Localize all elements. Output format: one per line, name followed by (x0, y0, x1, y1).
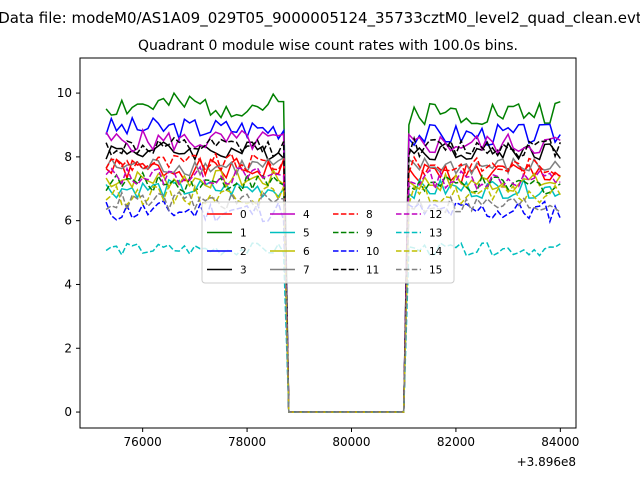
legend-label-2: 2 (240, 246, 247, 258)
y-tick-label: 4 (64, 277, 72, 291)
x-tick-label: 78000 (228, 435, 266, 449)
legend-label-9: 9 (366, 228, 373, 240)
figure-suptitle: Data file: modeM0/AS1A09_029T05_90000051… (0, 9, 640, 28)
series-line-15 (105, 190, 561, 413)
y-tick-label: 8 (64, 150, 72, 164)
x-tick-label: 82000 (437, 435, 475, 449)
legend-label-3: 3 (240, 265, 247, 277)
legend-label-5: 5 (303, 228, 310, 240)
series-layer (105, 91, 562, 413)
y-axis: 0 2 4 6 8 10 (57, 86, 80, 419)
legend-label-14: 14 (429, 246, 443, 258)
legend-label-1: 1 (240, 228, 247, 240)
y-tick-label: 0 (64, 405, 72, 419)
x-tick-label: 80000 (332, 435, 370, 449)
plot-frame (79, 57, 577, 429)
x-tick-label: 84000 (541, 435, 579, 449)
x-axis: 76000 78000 80000 82000 84000 (124, 428, 579, 449)
y-tick-label: 10 (57, 86, 72, 100)
legend-label-10: 10 (366, 246, 379, 258)
x-offset-label: +3.896e8 (517, 455, 576, 469)
y-tick-label: 2 (64, 341, 72, 355)
series-line-8 (105, 151, 561, 413)
legend-label-11: 11 (366, 265, 379, 277)
chart-title: Quadrant 0 module wise count rates with … (138, 38, 518, 54)
legend-label-13: 13 (429, 228, 442, 240)
legend-label-15: 15 (429, 265, 442, 277)
legend-label-8: 8 (366, 209, 373, 221)
legend-label-12: 12 (429, 209, 442, 221)
legend-label-0: 0 (240, 209, 247, 221)
x-tick-label: 76000 (124, 435, 162, 449)
series-line-14 (105, 183, 561, 413)
legend-label-7: 7 (303, 265, 310, 277)
y-tick-label: 6 (64, 214, 72, 228)
legend-frame (201, 201, 455, 284)
series-line-10 (105, 200, 561, 413)
legend-label-4: 4 (303, 209, 310, 221)
series-line-9 (105, 171, 561, 413)
legend-label-6: 6 (303, 246, 310, 258)
